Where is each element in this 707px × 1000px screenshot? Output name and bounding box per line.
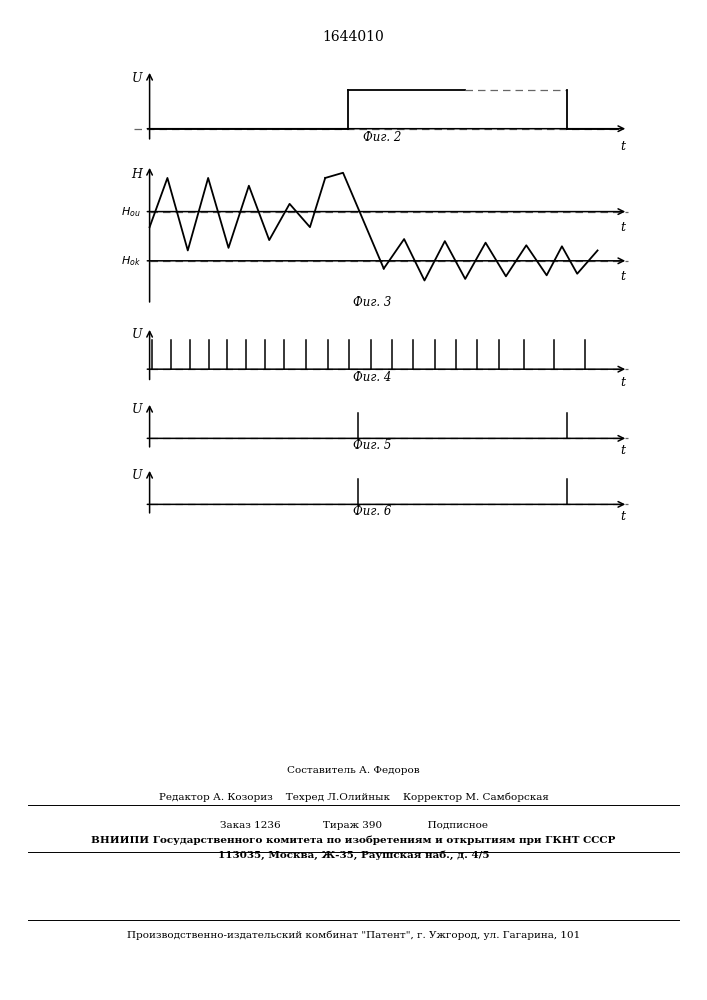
Text: $H_{ou}$: $H_{ou}$ [121,205,141,219]
Text: Производственно-издательский комбинат "Патент", г. Ужгород, ул. Гагарина, 101: Производственно-издательский комбинат "П… [127,930,580,940]
Text: Фиг. 2: Фиг. 2 [363,131,402,144]
Text: 113035, Москва, Ж-35, Раушская наб., д. 4/5: 113035, Москва, Ж-35, Раушская наб., д. … [218,850,489,860]
Text: U: U [132,72,142,85]
Text: Фиг. 3: Фиг. 3 [354,296,392,309]
Text: t: t [621,444,626,457]
Text: U: U [132,403,142,416]
Text: U: U [132,328,142,341]
Text: Фиг. 5: Фиг. 5 [354,439,392,452]
Text: Редактор А. Козориз    Техред Л.Олийнык    Корректор М. Самборская: Редактор А. Козориз Техред Л.Олийнык Кор… [158,792,549,802]
Text: t: t [621,221,626,234]
Text: 1644010: 1644010 [322,30,385,44]
Text: t: t [621,270,626,283]
Text: Фиг. 4: Фиг. 4 [354,371,392,384]
Text: Заказ 1236             Тираж 390              Подписное: Заказ 1236 Тираж 390 Подписное [219,821,488,830]
Text: t: t [621,140,626,153]
Text: H: H [132,168,142,181]
Text: Составитель А. Федоров: Составитель А. Федоров [287,766,420,775]
Text: $H_{ok}$: $H_{ok}$ [121,254,141,268]
Text: U: U [132,469,142,482]
Text: t: t [621,510,626,523]
Text: t: t [621,376,626,389]
Text: ВНИИПИ Государственного комитета по изобретениям и открытиям при ГКНТ СССР: ВНИИПИ Государственного комитета по изоб… [91,836,616,845]
Text: Фиг. 6: Фиг. 6 [354,505,392,518]
